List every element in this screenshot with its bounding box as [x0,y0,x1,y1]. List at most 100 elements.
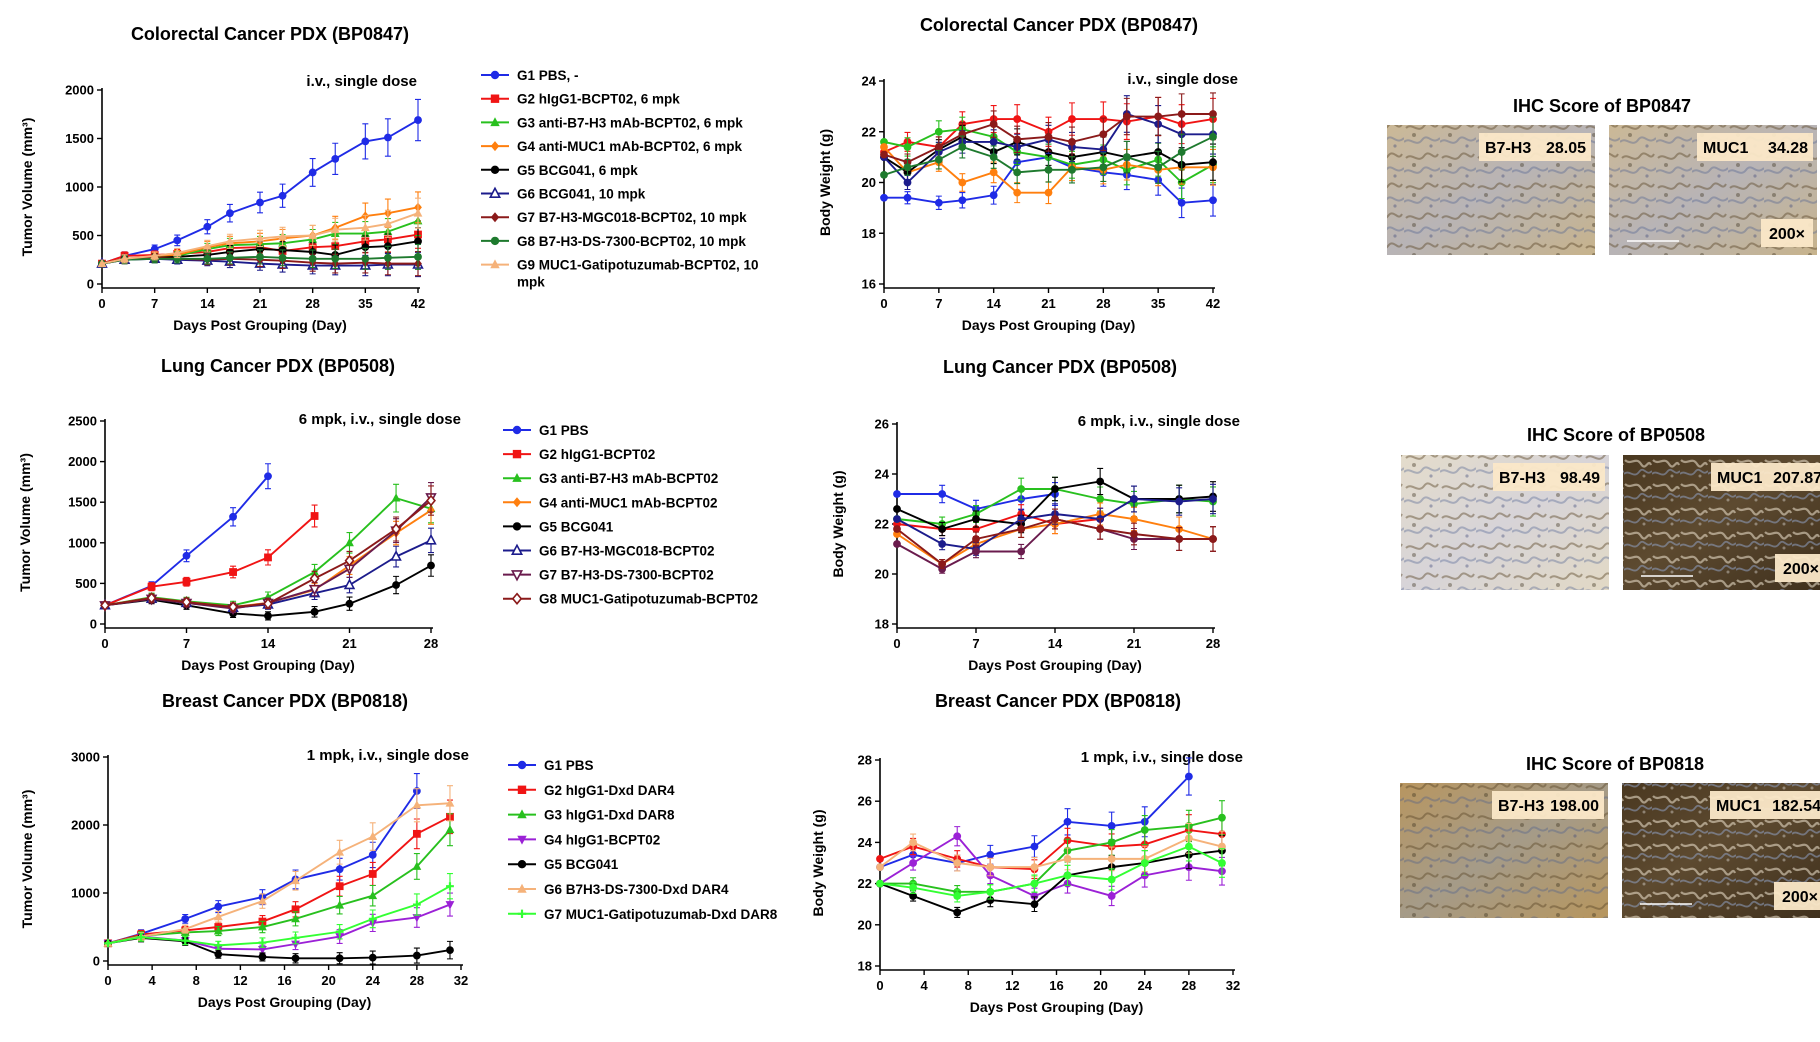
series-line [879,837,1223,869]
y-tick-label: 18 [858,959,872,974]
data-point [258,953,267,961]
data-point [1096,495,1105,503]
y-tick-label: 1000 [68,535,97,550]
legend-label: G4 anti-MUC1 mAb-BCPT02, 6 mpk [517,139,743,154]
x-tick-label: 16 [277,973,291,988]
data-point [1030,863,1039,872]
data-point [934,127,943,136]
x-tick-label: 4 [149,973,157,988]
data-point [1107,822,1116,830]
legend-marker [512,449,522,459]
data-point [934,143,943,151]
x-tick-label: 16 [1049,978,1063,993]
data-point [412,914,422,923]
data-point [360,222,370,232]
series-line [879,849,1223,914]
y-tick-label: 0 [90,617,97,632]
y-tick-label: 18 [875,617,889,632]
y-tick-label: 26 [858,794,872,809]
data-point [1068,165,1076,174]
ihc-image-right: MUC1 182.54 200× [1622,783,1820,918]
data-point [1051,485,1059,493]
y-tick-label: 0 [93,954,100,969]
data-point [264,472,272,481]
data-point [903,193,912,202]
x-tick-label: 0 [104,973,111,988]
data-point [413,208,423,217]
legend-marker [490,259,500,269]
data-point [880,150,888,159]
data-point [1017,525,1026,533]
data-point [903,163,912,172]
data-point [1013,188,1022,197]
data-point [335,865,344,874]
ihc-image-left: B7-H3 198.00 [1400,783,1608,918]
legend-marker [512,473,522,482]
data-point [876,879,884,888]
chart-title: Lung Cancer PDX (BP0508) [161,356,395,376]
legend-label: G7 MUC1-Gatipotuzumab-Dxd DAR8 [544,907,778,922]
data-point [893,540,901,548]
data-point [446,882,454,891]
data-point [1099,130,1108,139]
x-tick-label: 28 [424,636,438,651]
data-point [256,198,264,207]
data-point [1030,842,1039,851]
data-point [1209,495,1217,503]
chart-annotation: i.v., single dose [306,73,417,90]
y-tick-label: 20 [858,917,872,932]
x-tick-label: 12 [233,973,247,988]
y-tick-label: 22 [858,876,872,891]
data-point [213,911,223,921]
data-point [278,231,287,240]
chart-bw-breast: Breast Cancer PDX (BP0818) 1 mpk, i.v., s… [810,691,1243,1015]
data-point [150,250,160,260]
data-point [343,578,356,590]
chart-annotation: 6 mpk, i.v., single dose [1078,413,1240,430]
x-tick-label: 28 [1096,296,1110,311]
data-point [335,927,344,936]
data-point [1177,198,1186,207]
legend-marker [511,592,523,605]
x-axis-label: Days Post Grouping (Day) [962,317,1135,333]
data-point [258,922,267,931]
chart-title: Colorectal Cancer PDX (BP0847) [131,24,409,44]
ihc-marker-name: B7-H3 [1499,470,1545,487]
x-tick-label: 7 [183,636,190,651]
data-point [958,143,967,151]
legend-marker [517,760,527,770]
ihc-score: 28.05 [1546,140,1586,157]
data-point [1177,110,1186,118]
data-point [1140,859,1149,867]
data-point [986,896,995,904]
y-tick-label: 1500 [68,495,97,510]
data-point [1184,772,1193,781]
legend-marker [512,425,522,435]
data-point [986,887,995,896]
data-point [137,933,145,942]
x-tick-label: 0 [101,636,108,651]
score-box [1710,791,1820,819]
data-point [258,946,267,955]
x-tick-label: 21 [1041,296,1055,311]
data-point [182,577,191,586]
ihc-marker-name: B7-H3 [1485,140,1531,157]
ihc-image-left: B7-H3 98.49 [1401,455,1609,590]
chart-bw-crc: Colorectal Cancer PDX (BP0847) i.v., sing… [817,15,1238,333]
legend-marker [490,165,500,174]
data-point [1218,859,1226,867]
data-point [1107,838,1116,847]
y-axis-label: Body Weight (g) [810,809,826,916]
data-point [1177,148,1186,156]
chart-annotation: 1 mpk, i.v., single dose [307,747,469,764]
series-line [880,816,1223,893]
ihc-title: IHC Score of BP0818 [1526,754,1704,774]
series-2 [104,799,454,948]
x-tick-label: 0 [98,296,105,311]
data-point [384,253,392,262]
legend-marker [512,497,522,508]
series-8 [880,116,1217,185]
x-tick-label: 28 [410,973,424,988]
series-8 [893,508,1217,570]
y-tick-label: 2000 [65,83,94,98]
